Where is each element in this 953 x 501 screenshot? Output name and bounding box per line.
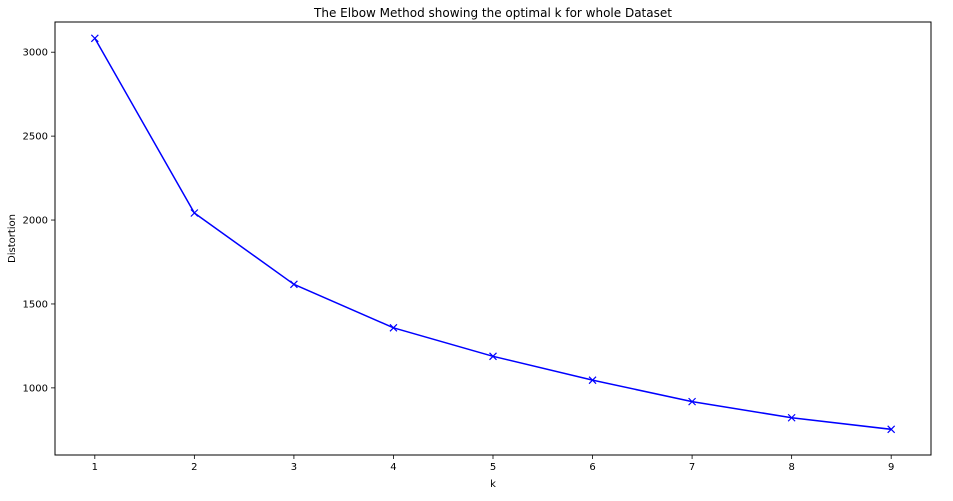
- x-tick-label: 3: [291, 462, 297, 473]
- y-tick-label: 3000: [23, 48, 48, 59]
- data-point: [389, 323, 398, 332]
- y-tick-label: 2000: [23, 216, 48, 227]
- chart-title: The Elbow Method showing the optimal k f…: [313, 6, 672, 20]
- data-point: [588, 376, 597, 385]
- data-point: [90, 34, 99, 43]
- point-marker-stroke: [289, 280, 298, 289]
- x-tick-label: 9: [888, 462, 894, 473]
- plot-frame: [54, 21, 932, 456]
- x-tick-label: 6: [589, 462, 595, 473]
- data-point: [887, 425, 896, 434]
- point-marker-stroke: [688, 397, 697, 406]
- y-axis: 1000 1500 2000 2500 3000: [23, 48, 55, 394]
- x-tick-label: 5: [490, 462, 496, 473]
- point-marker-stroke: [389, 323, 398, 332]
- x-axis-label: k: [490, 479, 496, 490]
- data-point: [787, 413, 796, 422]
- x-tick-label: 2: [191, 462, 197, 473]
- data-point: [688, 397, 697, 406]
- x-axis: 1 2 3 4 5 6 7 8 9: [92, 455, 894, 473]
- y-axis-label: Distortion: [7, 214, 18, 263]
- data-point: [489, 352, 497, 361]
- point-marker-stroke: [489, 352, 497, 361]
- series-line: [94, 37, 892, 431]
- series-layer: [90, 34, 896, 434]
- data-point: [289, 280, 298, 289]
- y-tick-label: 2500: [23, 132, 48, 143]
- data-point: [190, 209, 199, 217]
- point-marker-stroke: [787, 413, 796, 422]
- x-tick-label: 4: [390, 462, 396, 473]
- x-tick-label: 1: [92, 462, 98, 473]
- y-tick-label: 1500: [23, 299, 48, 310]
- y-tick-label: 1000: [23, 383, 48, 394]
- x-tick-label: 7: [689, 462, 695, 473]
- point-marker-stroke: [190, 209, 199, 217]
- point-marker-stroke: [887, 425, 896, 434]
- point-marker-stroke: [90, 34, 99, 43]
- point-marker-stroke: [588, 376, 597, 385]
- x-tick-label: 8: [788, 462, 794, 473]
